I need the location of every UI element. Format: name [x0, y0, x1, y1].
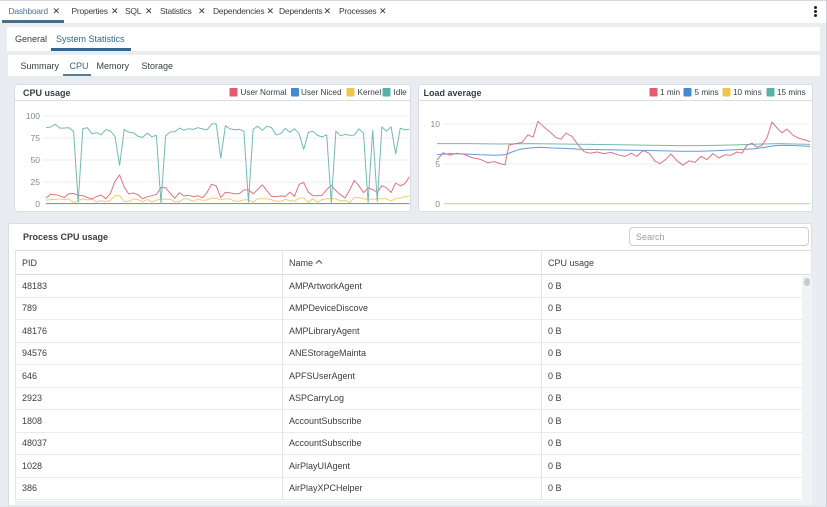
svg-text:15 mins: 15 mins	[777, 88, 806, 97]
svg-text:User Niced: User Niced	[301, 88, 342, 97]
svg-text:75: 75	[31, 133, 41, 143]
svg-text:10 mins: 10 mins	[733, 88, 762, 97]
svg-text:25: 25	[31, 177, 41, 187]
svg-text:0: 0	[35, 199, 40, 209]
svg-text:0: 0	[435, 199, 440, 209]
svg-text:5 mins: 5 mins	[695, 88, 719, 97]
svg-text:10: 10	[431, 119, 441, 129]
svg-text:5: 5	[435, 159, 440, 169]
svg-text:50: 50	[31, 155, 41, 165]
svg-text:1 min: 1 min	[660, 88, 680, 97]
svg-text:Kernel: Kernel	[358, 88, 382, 97]
svg-text:User Normal: User Normal	[241, 88, 287, 97]
svg-text:100: 100	[26, 111, 40, 121]
svg-text:Idle: Idle	[394, 88, 408, 97]
